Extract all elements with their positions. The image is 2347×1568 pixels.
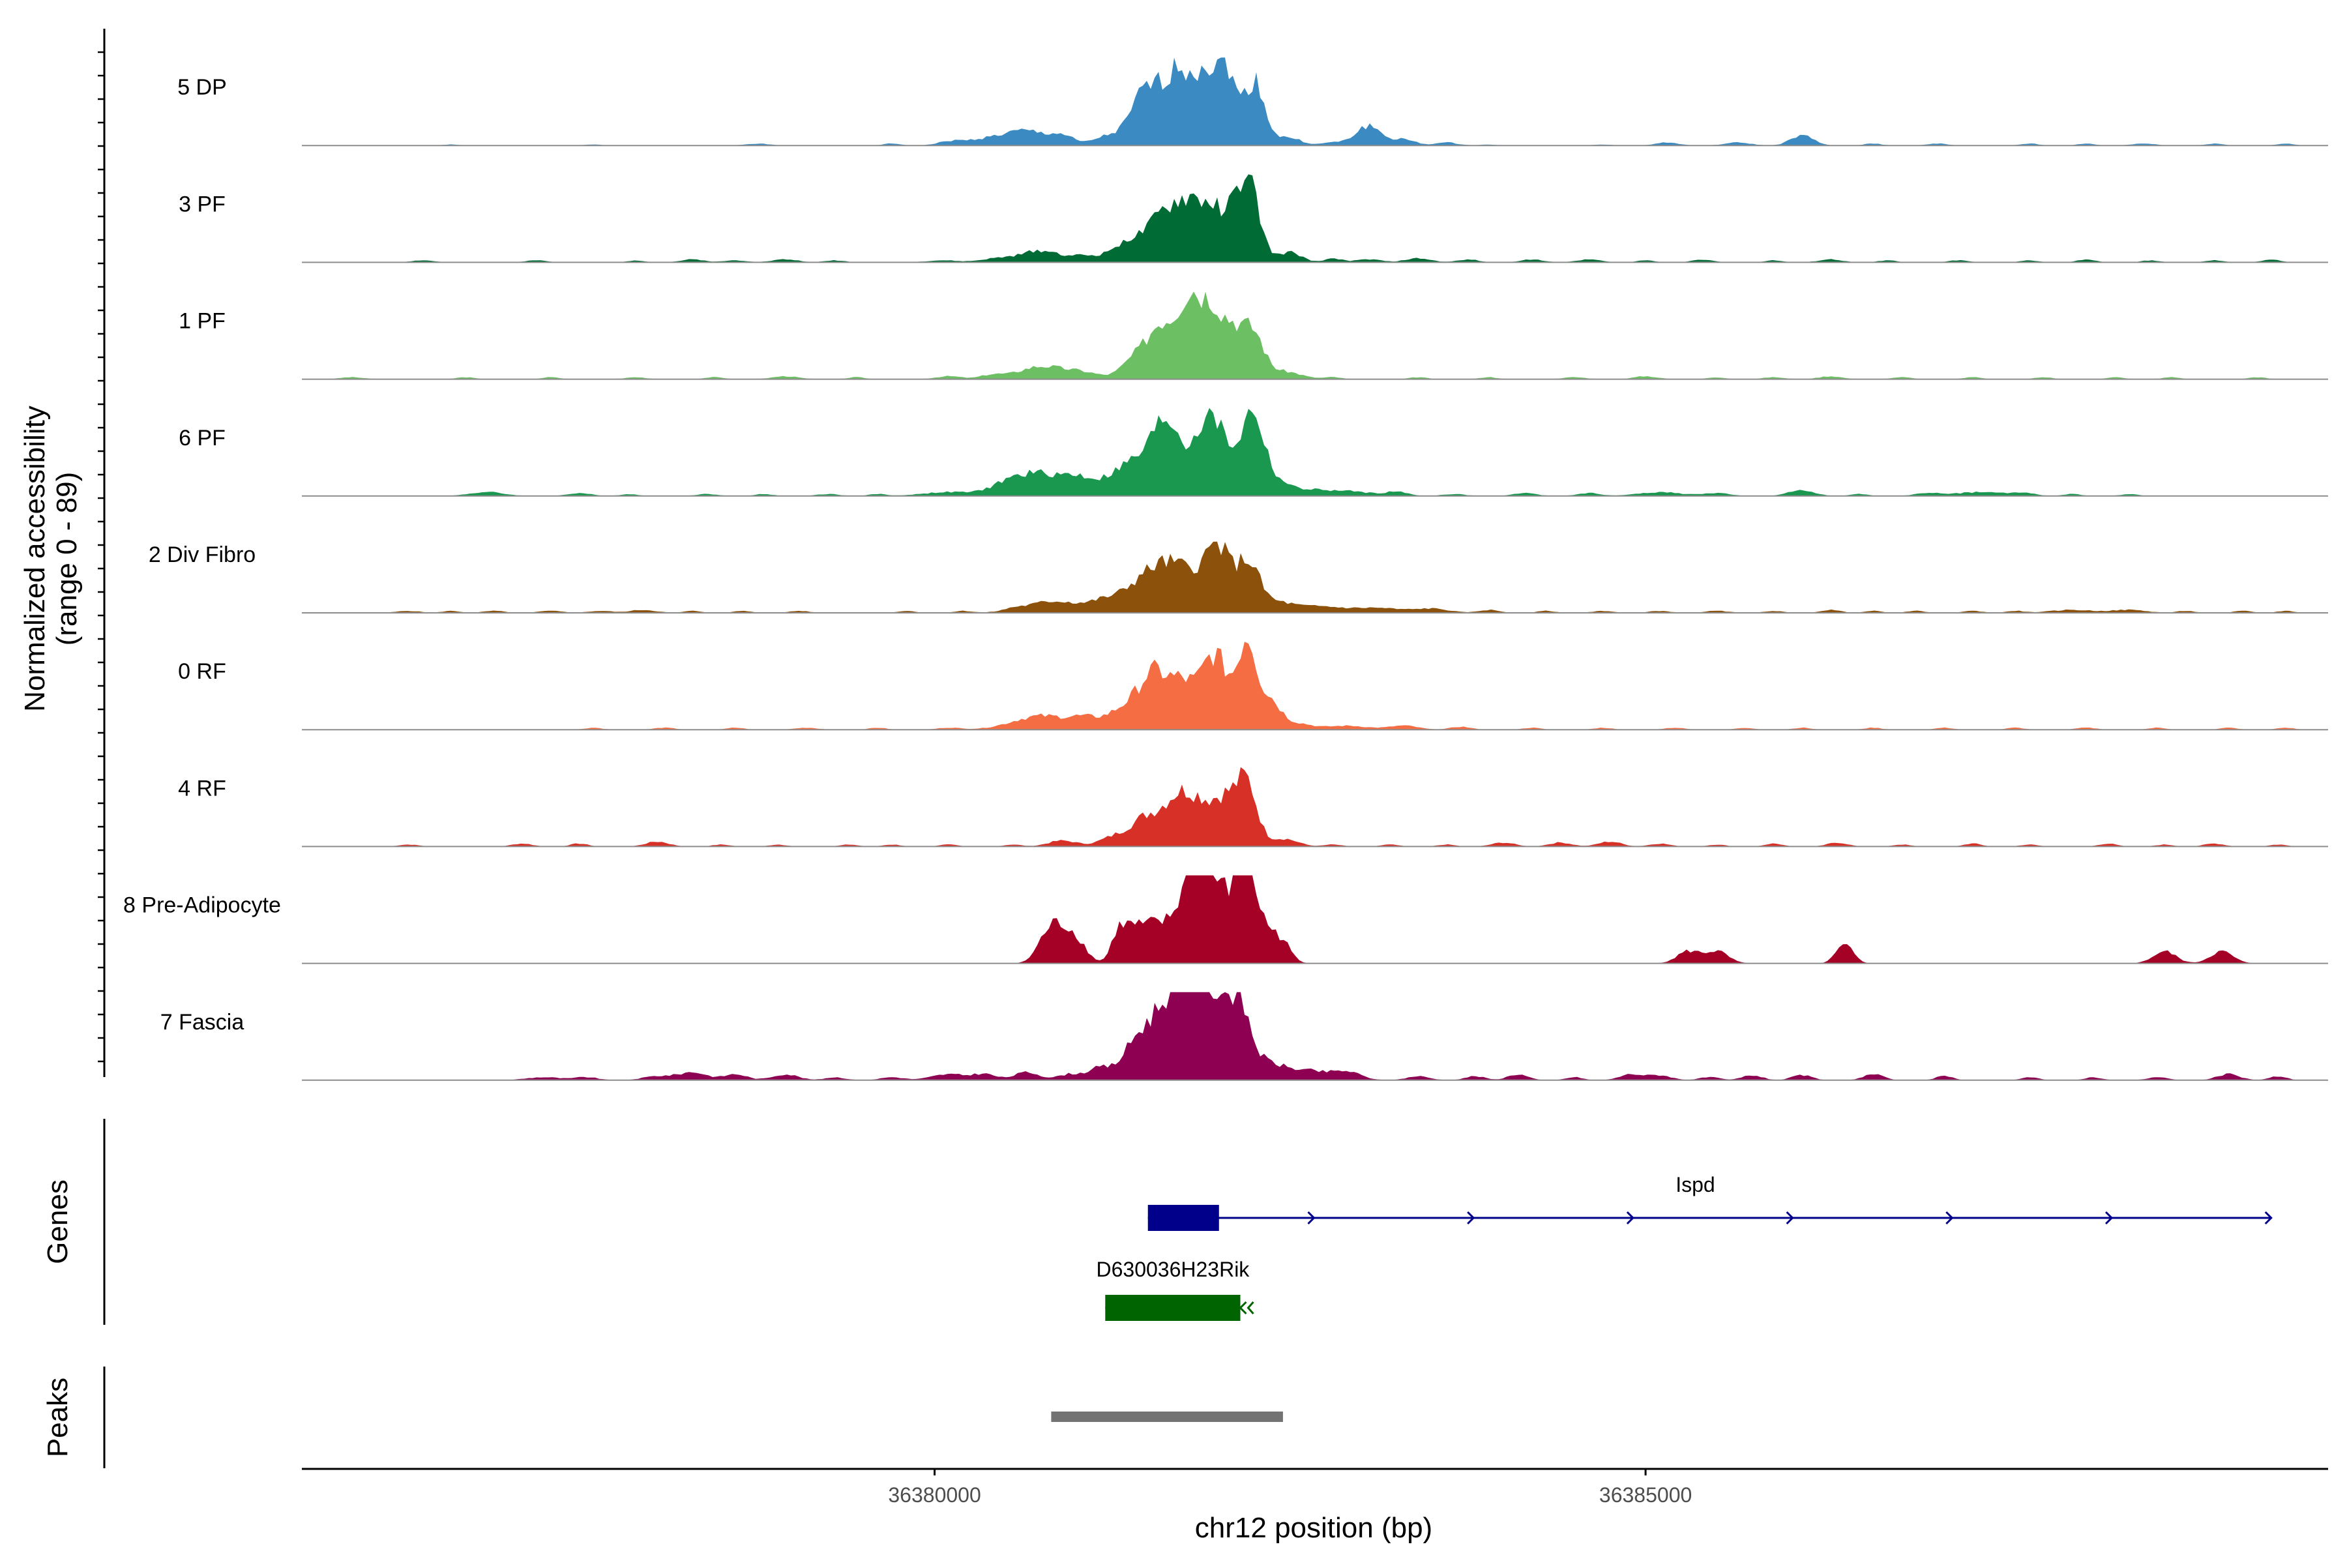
coverage-area	[302, 875, 2328, 964]
track-label: 4 RF	[178, 776, 226, 801]
strand-arrow	[1239, 1301, 1247, 1315]
track-label: 0 RF	[178, 659, 226, 684]
coverage-area	[302, 992, 2328, 1080]
coverage-area	[302, 642, 2328, 730]
coverage-area	[302, 291, 2328, 379]
coverage-axis-ticks	[98, 51, 104, 1063]
gene: Ispd	[1147, 1173, 2273, 1231]
strand-arrow	[2104, 1211, 2114, 1225]
coverage-track: 5 DP	[177, 57, 2328, 147]
coverage-area	[302, 407, 2328, 496]
gene-name: D630036H23Rik	[1096, 1258, 1250, 1281]
strand-arrow	[1626, 1211, 1635, 1225]
track-label: 8 Pre-Adipocyte	[123, 893, 281, 918]
gene-name: Ispd	[1675, 1173, 1715, 1196]
strand-arrow	[1786, 1211, 1794, 1225]
coverage-track: 2 Div Fibro	[149, 541, 2328, 614]
gene: D630036H23Rik	[1096, 1258, 1254, 1321]
peak-region	[1051, 1412, 1283, 1422]
coverage-track: 4 RF	[178, 767, 2328, 848]
track-label: 7 Fascia	[160, 1010, 244, 1035]
coverage-track: 0 RF	[178, 642, 2328, 731]
peaks-panel-label: Peaks	[42, 1378, 74, 1457]
coverage-track: 7 Fascia	[160, 992, 2328, 1081]
genes-panel-label: Genes	[42, 1179, 74, 1264]
track-label: 2 Div Fibro	[149, 542, 256, 567]
coverage-area	[302, 541, 2328, 613]
coverage-area	[302, 57, 2328, 146]
strand-arrow	[1247, 1301, 1254, 1314]
coverage-track: 8 Pre-Adipocyte	[123, 875, 2328, 964]
y-axis-title: Normalized accessibility	[19, 406, 51, 711]
strand-arrow	[1467, 1211, 1475, 1225]
strand-arrow	[1307, 1211, 1316, 1225]
coverage-track: 1 PF	[179, 291, 2328, 380]
gene-annotations: Ispd D630036H23Rik	[1096, 1173, 2273, 1321]
x-tick-label: 36380000	[888, 1483, 981, 1507]
called-peaks	[1051, 1412, 1283, 1422]
coverage-area	[302, 174, 2328, 263]
x-axis-ticks: 36380000 36385000	[888, 1469, 1692, 1507]
coverage-track: 3 PF	[179, 174, 2328, 263]
track-label: 5 DP	[177, 75, 227, 100]
track-label: 3 PF	[179, 192, 226, 216]
x-tick-label: 36385000	[1599, 1483, 1692, 1507]
strand-arrow	[1945, 1211, 1954, 1225]
y-axis-title-range: (range 0 - 89)	[51, 472, 83, 646]
gene-exon	[1105, 1295, 1241, 1321]
track-label: 1 PF	[179, 309, 226, 334]
strand-arrow	[2264, 1211, 2273, 1225]
track-label: 6 PF	[179, 426, 226, 451]
gene-exon	[1147, 1205, 1219, 1231]
coverage-track: 6 PF	[179, 407, 2328, 497]
x-axis-title: chr12 position (bp)	[1195, 1512, 1432, 1544]
coverage-tracks: 5 DP 3 PF 1 PF 6 PF 2 Div Fibro 0 RF 4 RF 8 Pre…	[123, 57, 2328, 1081]
coverage-area	[302, 767, 2328, 847]
